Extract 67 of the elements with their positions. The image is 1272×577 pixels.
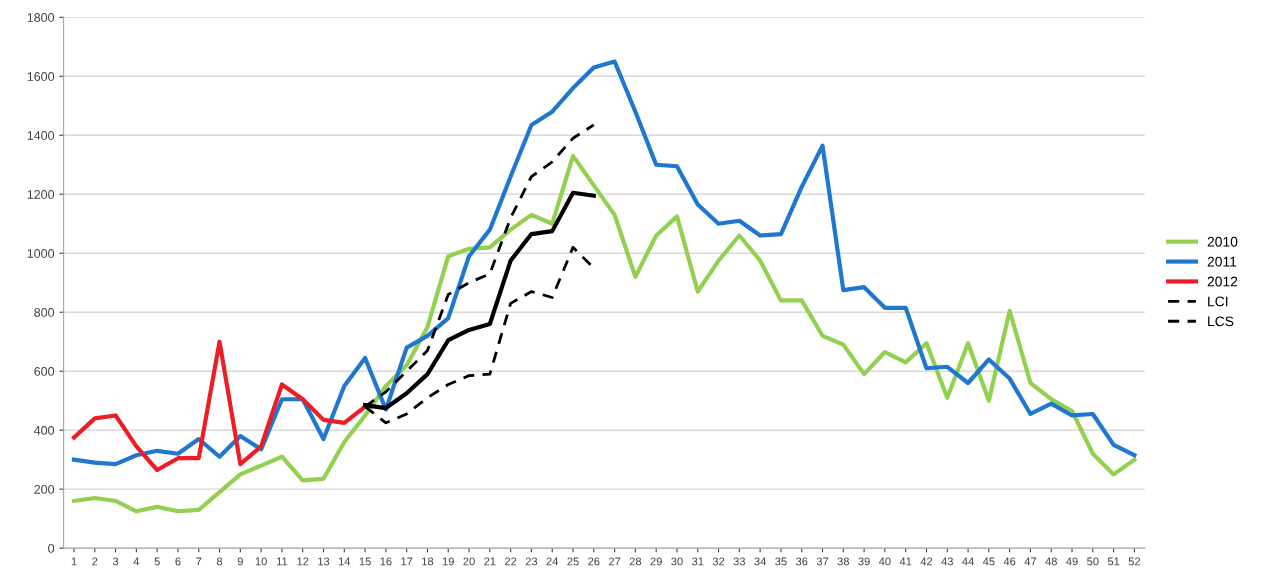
legend-label: 2011 <box>1207 256 1237 267</box>
y-tick-label: 1200 <box>27 190 55 199</box>
x-tick-label: 11 <box>277 557 288 566</box>
x-tick-label: 7 <box>196 557 202 566</box>
x-tick-label: 41 <box>899 557 912 566</box>
legend-label: 2010 <box>1207 236 1238 247</box>
x-tick-label: 3 <box>112 557 119 566</box>
y-tick-label: 200 <box>34 484 55 494</box>
x-tick-label: 4 <box>133 557 140 566</box>
x-tick-label: 23 <box>525 557 538 566</box>
x-tick-label: 44 <box>962 557 974 566</box>
x-tick-label: 6 <box>175 557 181 566</box>
x-tick-label: 2 <box>92 557 98 566</box>
x-tick-label: 49 <box>1066 557 1078 566</box>
y-tick-label: 1400 <box>27 131 55 140</box>
y-tick-label: 1000 <box>27 249 55 258</box>
x-tick-label: 30 <box>671 557 683 566</box>
x-tick-label: 22 <box>505 557 517 566</box>
x-tick-label: 27 <box>608 557 621 566</box>
x-tick-label: 39 <box>858 557 870 566</box>
y-tick-label: 400 <box>34 425 55 435</box>
legend-label: LCS <box>1208 316 1234 327</box>
x-tick-label: 10 <box>255 557 267 566</box>
x-tick-label: 34 <box>754 557 766 566</box>
x-tick-label: 20 <box>463 557 475 566</box>
x-tick-label: 50 <box>1087 557 1099 566</box>
y-tick-label: 1800 <box>27 13 55 22</box>
x-tick-label: 33 <box>733 557 746 566</box>
x-tick-label: 17 <box>401 557 413 566</box>
x-tick-label: 1 <box>71 557 77 566</box>
x-tick-label: 43 <box>941 557 953 566</box>
x-tick-label: 46 <box>1003 557 1016 566</box>
x-tick-label: 26 <box>588 557 600 566</box>
x-tick-label: 45 <box>982 557 995 566</box>
x-tick-label: 9 <box>237 557 243 566</box>
x-tick-label: 48 <box>1045 557 1057 566</box>
x-tick-label: 18 <box>422 557 434 566</box>
x-tick-label: 31 <box>692 557 704 566</box>
x-tick-label: 16 <box>380 557 392 566</box>
x-tick-label: 38 <box>837 557 850 566</box>
x-tick-label: 52 <box>1128 557 1141 566</box>
x-tick-label: 24 <box>546 557 559 566</box>
x-tick-label: 35 <box>775 557 787 566</box>
x-tick-label: 40 <box>878 557 891 566</box>
x-tick-label: 8 <box>216 557 223 566</box>
y-tick-label: 1600 <box>27 72 55 81</box>
x-tick-label: 25 <box>567 557 579 566</box>
x-tick-label: 21 <box>484 557 496 566</box>
x-tick-label: 14 <box>338 557 351 566</box>
y-tick-label: 0 <box>48 543 55 553</box>
legend-label: LCI <box>1208 296 1228 307</box>
x-tick-label: 19 <box>442 557 454 566</box>
x-tick-label: 15 <box>359 557 371 566</box>
x-tick-label: 51 <box>1107 557 1120 566</box>
x-tick-label: 12 <box>297 557 309 566</box>
x-tick-label: 29 <box>650 557 662 566</box>
x-tick-label: 13 <box>318 557 330 566</box>
legend-label: 2012 <box>1207 276 1238 287</box>
x-tick-label: 37 <box>816 557 829 566</box>
x-tick-label: 42 <box>920 557 933 566</box>
x-tick-label: 5 <box>154 557 160 566</box>
y-tick-label: 800 <box>34 308 55 317</box>
y-tick-label: 600 <box>34 367 55 376</box>
x-tick-label: 36 <box>795 557 808 566</box>
x-tick-label: 32 <box>712 557 725 566</box>
x-tick-label: 47 <box>1024 557 1037 566</box>
x-tick-label: 28 <box>629 557 642 566</box>
